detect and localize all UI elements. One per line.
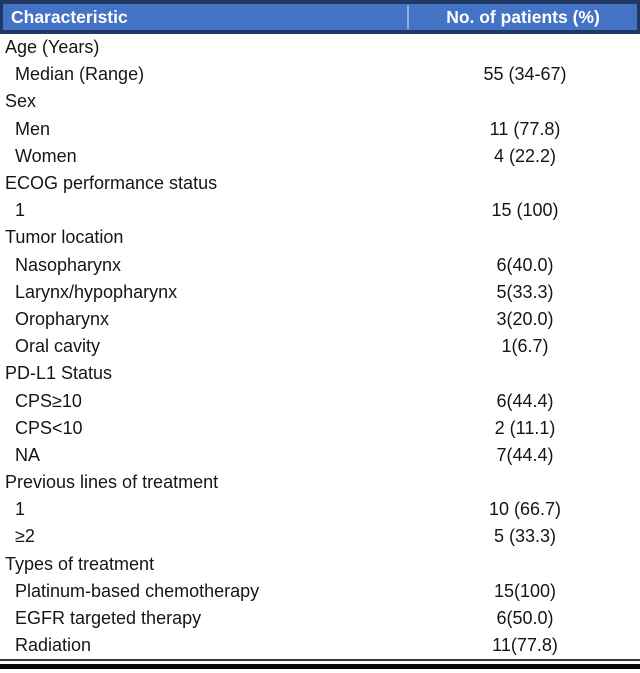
table-row: Tumor location <box>0 224 640 251</box>
row-value: 3(20.0) <box>496 308 554 329</box>
row-label: Types of treatment <box>5 553 155 574</box>
row-label: Larynx/hypopharynx <box>15 281 178 302</box>
table-body: Age (Years) Median (Range) 55 (34-67) Se… <box>0 34 640 660</box>
table-bottom-rule-gap <box>0 661 640 665</box>
table-bottom-rule-thin <box>0 659 640 662</box>
row-value: 2 (11.1) <box>494 417 556 438</box>
row-label: CPS≥10 <box>15 390 82 411</box>
row-value: 5 (33.3) <box>493 526 557 547</box>
table-row: Types of treatment <box>0 551 640 578</box>
row-value: 6(40.0) <box>496 254 554 275</box>
row-value: 11(77.8) <box>492 635 558 656</box>
row-value: 7(44.4) <box>496 444 554 465</box>
row-value: 6(50.0) <box>496 608 554 629</box>
row-value: 15 (100) <box>491 200 559 221</box>
row-value: 1(6.7) <box>501 336 549 357</box>
table-row: NA 7(44.4) <box>0 442 640 469</box>
table-row: Men 11 (77.8) <box>0 116 640 143</box>
table-header-row: Characteristic No. of patients (%) <box>0 0 640 34</box>
table-row: 1 10 (66.7) <box>0 496 640 523</box>
row-label: PD-L1 Status <box>5 363 113 384</box>
row-label: Tumor location <box>5 227 124 248</box>
table-row: ECOG performance status <box>0 170 640 197</box>
header-column-divider <box>407 5 409 29</box>
row-label: 1 <box>15 200 26 221</box>
row-value: 11 (77.8) <box>489 118 561 139</box>
table-row: Oropharynx 3(20.0) <box>0 306 640 333</box>
row-label: Nasopharynx <box>15 254 122 275</box>
table-row: 1 15 (100) <box>0 197 640 224</box>
table-row: EGFR targeted therapy 6(50.0) <box>0 605 640 632</box>
row-label: Platinum-based chemotherapy <box>15 580 260 601</box>
table-row: Median (Range) 55 (34-67) <box>0 61 640 88</box>
row-label: Age (Years) <box>5 37 100 58</box>
row-label: Sex <box>5 91 37 112</box>
header-cell-characteristic: Characteristic <box>11 7 128 27</box>
row-label: ECOG performance status <box>5 173 218 194</box>
table-row: PD-L1 Status <box>0 360 640 387</box>
row-label: NA <box>15 444 41 465</box>
table-row: CPS≥10 6(44.4) <box>0 387 640 414</box>
table-row: ≥2 5 (33.3) <box>0 523 640 550</box>
row-value: 5(33.3) <box>496 281 554 302</box>
row-value: 55 (34-67) <box>483 64 567 85</box>
row-label: 1 <box>15 499 26 520</box>
row-label: Median (Range) <box>15 64 145 85</box>
row-value: 4 (22.2) <box>493 145 557 166</box>
row-label: Previous lines of treatment <box>5 472 219 493</box>
row-label: ≥2 <box>15 526 35 547</box>
row-value: 6(44.4) <box>496 390 554 411</box>
row-label: Men <box>15 118 51 139</box>
row-label: Oral cavity <box>15 336 101 357</box>
table-row: Radiation 11(77.8) <box>0 632 640 659</box>
row-value: 10 (66.7) <box>488 499 562 520</box>
row-label: EGFR targeted therapy <box>15 608 202 629</box>
table-row: Larynx/hypopharynx 5(33.3) <box>0 279 640 306</box>
row-label: Radiation <box>15 635 92 656</box>
row-label: Women <box>15 145 77 166</box>
table-row: Oral cavity 1(6.7) <box>0 333 640 360</box>
header-cell-no-of-patients: No. of patients (%) <box>446 7 600 27</box>
row-label: CPS<10 <box>15 417 83 438</box>
row-label: Oropharynx <box>15 308 110 329</box>
table-row: Previous lines of treatment <box>0 469 640 496</box>
table-row: Nasopharynx 6(40.0) <box>0 252 640 279</box>
row-value: 15(100) <box>493 580 557 601</box>
table-row: Platinum-based chemotherapy 15(100) <box>0 578 640 605</box>
table-row: Sex <box>0 88 640 115</box>
table-bottom-rule-thick <box>0 664 640 670</box>
table-row: CPS<10 2 (11.1) <box>0 415 640 442</box>
table-row: Women 4 (22.2) <box>0 143 640 170</box>
table-row: Age (Years) <box>0 34 640 61</box>
